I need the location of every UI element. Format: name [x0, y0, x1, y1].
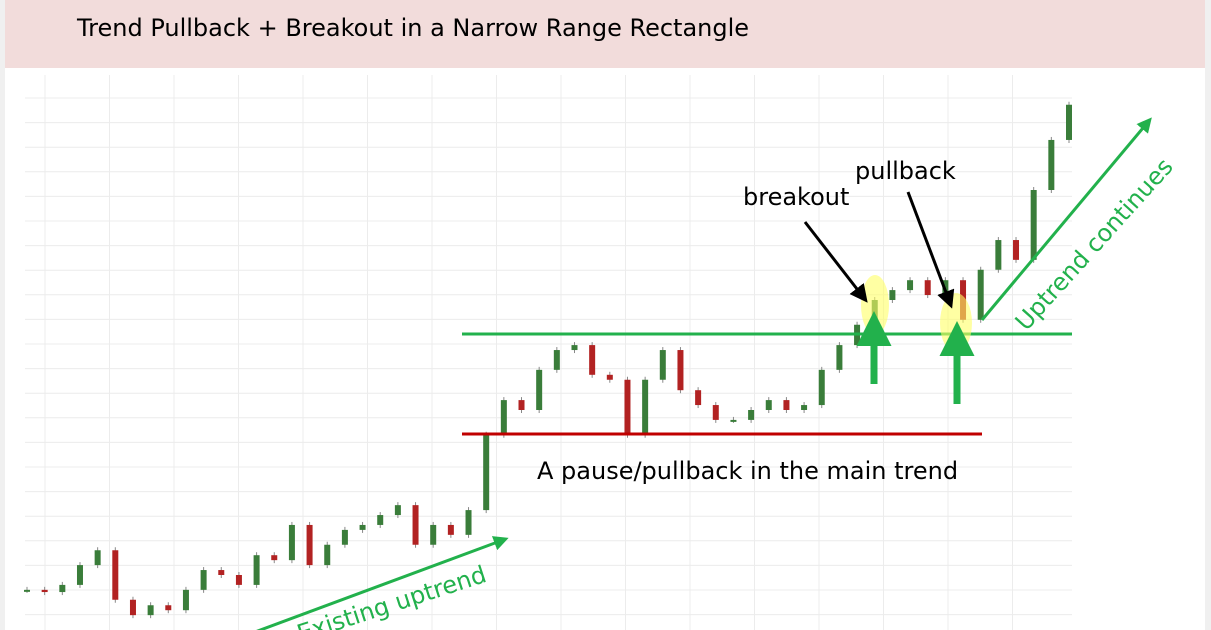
candle [924, 280, 931, 296]
candle [977, 269, 984, 320]
candle [995, 240, 1002, 270]
candle [76, 565, 83, 585]
candle [818, 369, 825, 406]
candle [59, 584, 66, 593]
candle [642, 379, 649, 435]
candle [1066, 104, 1072, 140]
candle [218, 570, 225, 575]
annotation: A pause/pullback in the main trend [537, 457, 958, 485]
annotation: breakout [743, 183, 849, 211]
candle [730, 419, 737, 422]
candle [253, 555, 260, 585]
candle [1030, 190, 1037, 260]
candle [659, 350, 666, 380]
candle [359, 524, 366, 530]
candle [430, 524, 437, 545]
trend-arrow [980, 117, 1152, 321]
candle [377, 515, 384, 525]
arrow [906, 191, 955, 309]
candle [712, 405, 719, 420]
candle [553, 350, 560, 370]
candle [589, 345, 596, 375]
candle [1013, 240, 1020, 260]
candle [518, 400, 525, 410]
candle [41, 589, 48, 593]
candle [112, 550, 119, 600]
candle [483, 434, 490, 511]
candle [306, 524, 313, 566]
candle [147, 605, 154, 616]
candle [394, 505, 401, 516]
candle [324, 544, 331, 566]
candle [889, 290, 896, 300]
candle [624, 379, 631, 435]
trend-arrow [256, 536, 509, 630]
candle [677, 350, 684, 391]
candle [500, 400, 507, 435]
candle [288, 524, 295, 561]
candle [24, 589, 30, 592]
candle [748, 410, 755, 420]
candle [129, 599, 136, 616]
candle [412, 505, 419, 545]
candle [695, 390, 702, 406]
candle [836, 345, 843, 370]
arrow [803, 221, 868, 303]
candle [341, 529, 348, 545]
candle [801, 405, 808, 410]
candle [536, 369, 543, 410]
candle [1048, 139, 1055, 190]
candle [765, 400, 772, 410]
title-bar [5, 0, 1205, 68]
candle [271, 555, 278, 561]
candle [235, 575, 242, 585]
plot-area [5, 68, 1205, 630]
candle [94, 550, 101, 566]
candle [571, 345, 578, 351]
candle [907, 280, 914, 291]
candle [465, 510, 472, 535]
annotation: pullback [855, 157, 956, 185]
candle [182, 589, 189, 611]
candle [165, 605, 172, 611]
candle [606, 374, 613, 380]
candle [783, 400, 790, 410]
chart-title: Trend Pullback + Breakout in a Narrow Ra… [76, 14, 749, 42]
candle [447, 524, 454, 535]
candle [200, 570, 207, 590]
